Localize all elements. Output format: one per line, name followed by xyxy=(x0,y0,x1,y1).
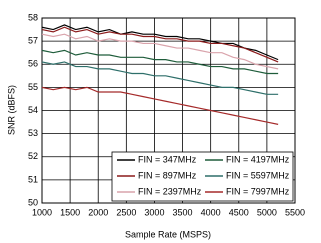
y-axis-label: SNR (dBFS) xyxy=(6,85,16,135)
x-tick-label: 3000 xyxy=(144,207,164,217)
y-tick-label: 54 xyxy=(28,105,38,115)
y-tick-label: 51 xyxy=(28,174,38,184)
x-tick-label: 5500 xyxy=(285,207,305,217)
series-line xyxy=(41,24,279,61)
legend-label: FIN = 5597MHz xyxy=(226,170,290,180)
x-tick-label: 4500 xyxy=(229,207,249,217)
x-tick-label: 5000 xyxy=(257,207,277,217)
series-line xyxy=(41,26,279,63)
series-line xyxy=(41,86,279,125)
plot-frame xyxy=(41,17,296,204)
legend-label: FIN = 347MHz xyxy=(138,154,197,164)
y-tick-label: 50 xyxy=(28,197,38,207)
x-tick-label: 4000 xyxy=(201,207,221,217)
y-tick-label: 56 xyxy=(28,59,38,69)
legend-box xyxy=(111,151,294,202)
y-tick-label: 58 xyxy=(28,12,38,22)
legend-label: FIN = 7997MHz xyxy=(226,186,290,196)
y-tick-label: 55 xyxy=(28,82,38,92)
legend-label: FIN = 897MHz xyxy=(138,170,197,180)
x-tick-label: 2500 xyxy=(116,207,136,217)
y-tick-label: 57 xyxy=(28,36,38,46)
x-tick-label: 1000 xyxy=(32,207,52,217)
series-line xyxy=(41,33,279,70)
series-line xyxy=(41,61,279,95)
x-axis-label: Sample Rate (MSPS) xyxy=(125,229,211,239)
x-tick-label: 3500 xyxy=(173,207,193,217)
y-tick-label: 53 xyxy=(28,128,38,138)
x-tick-label: 2000 xyxy=(88,207,108,217)
y-tick-label: 52 xyxy=(28,151,38,161)
x-tick-label: 1500 xyxy=(60,207,80,217)
legend-label: FIN = 4197MHz xyxy=(226,154,290,164)
series-line xyxy=(41,49,279,75)
legend-label: FIN = 2397MHz xyxy=(138,186,202,196)
